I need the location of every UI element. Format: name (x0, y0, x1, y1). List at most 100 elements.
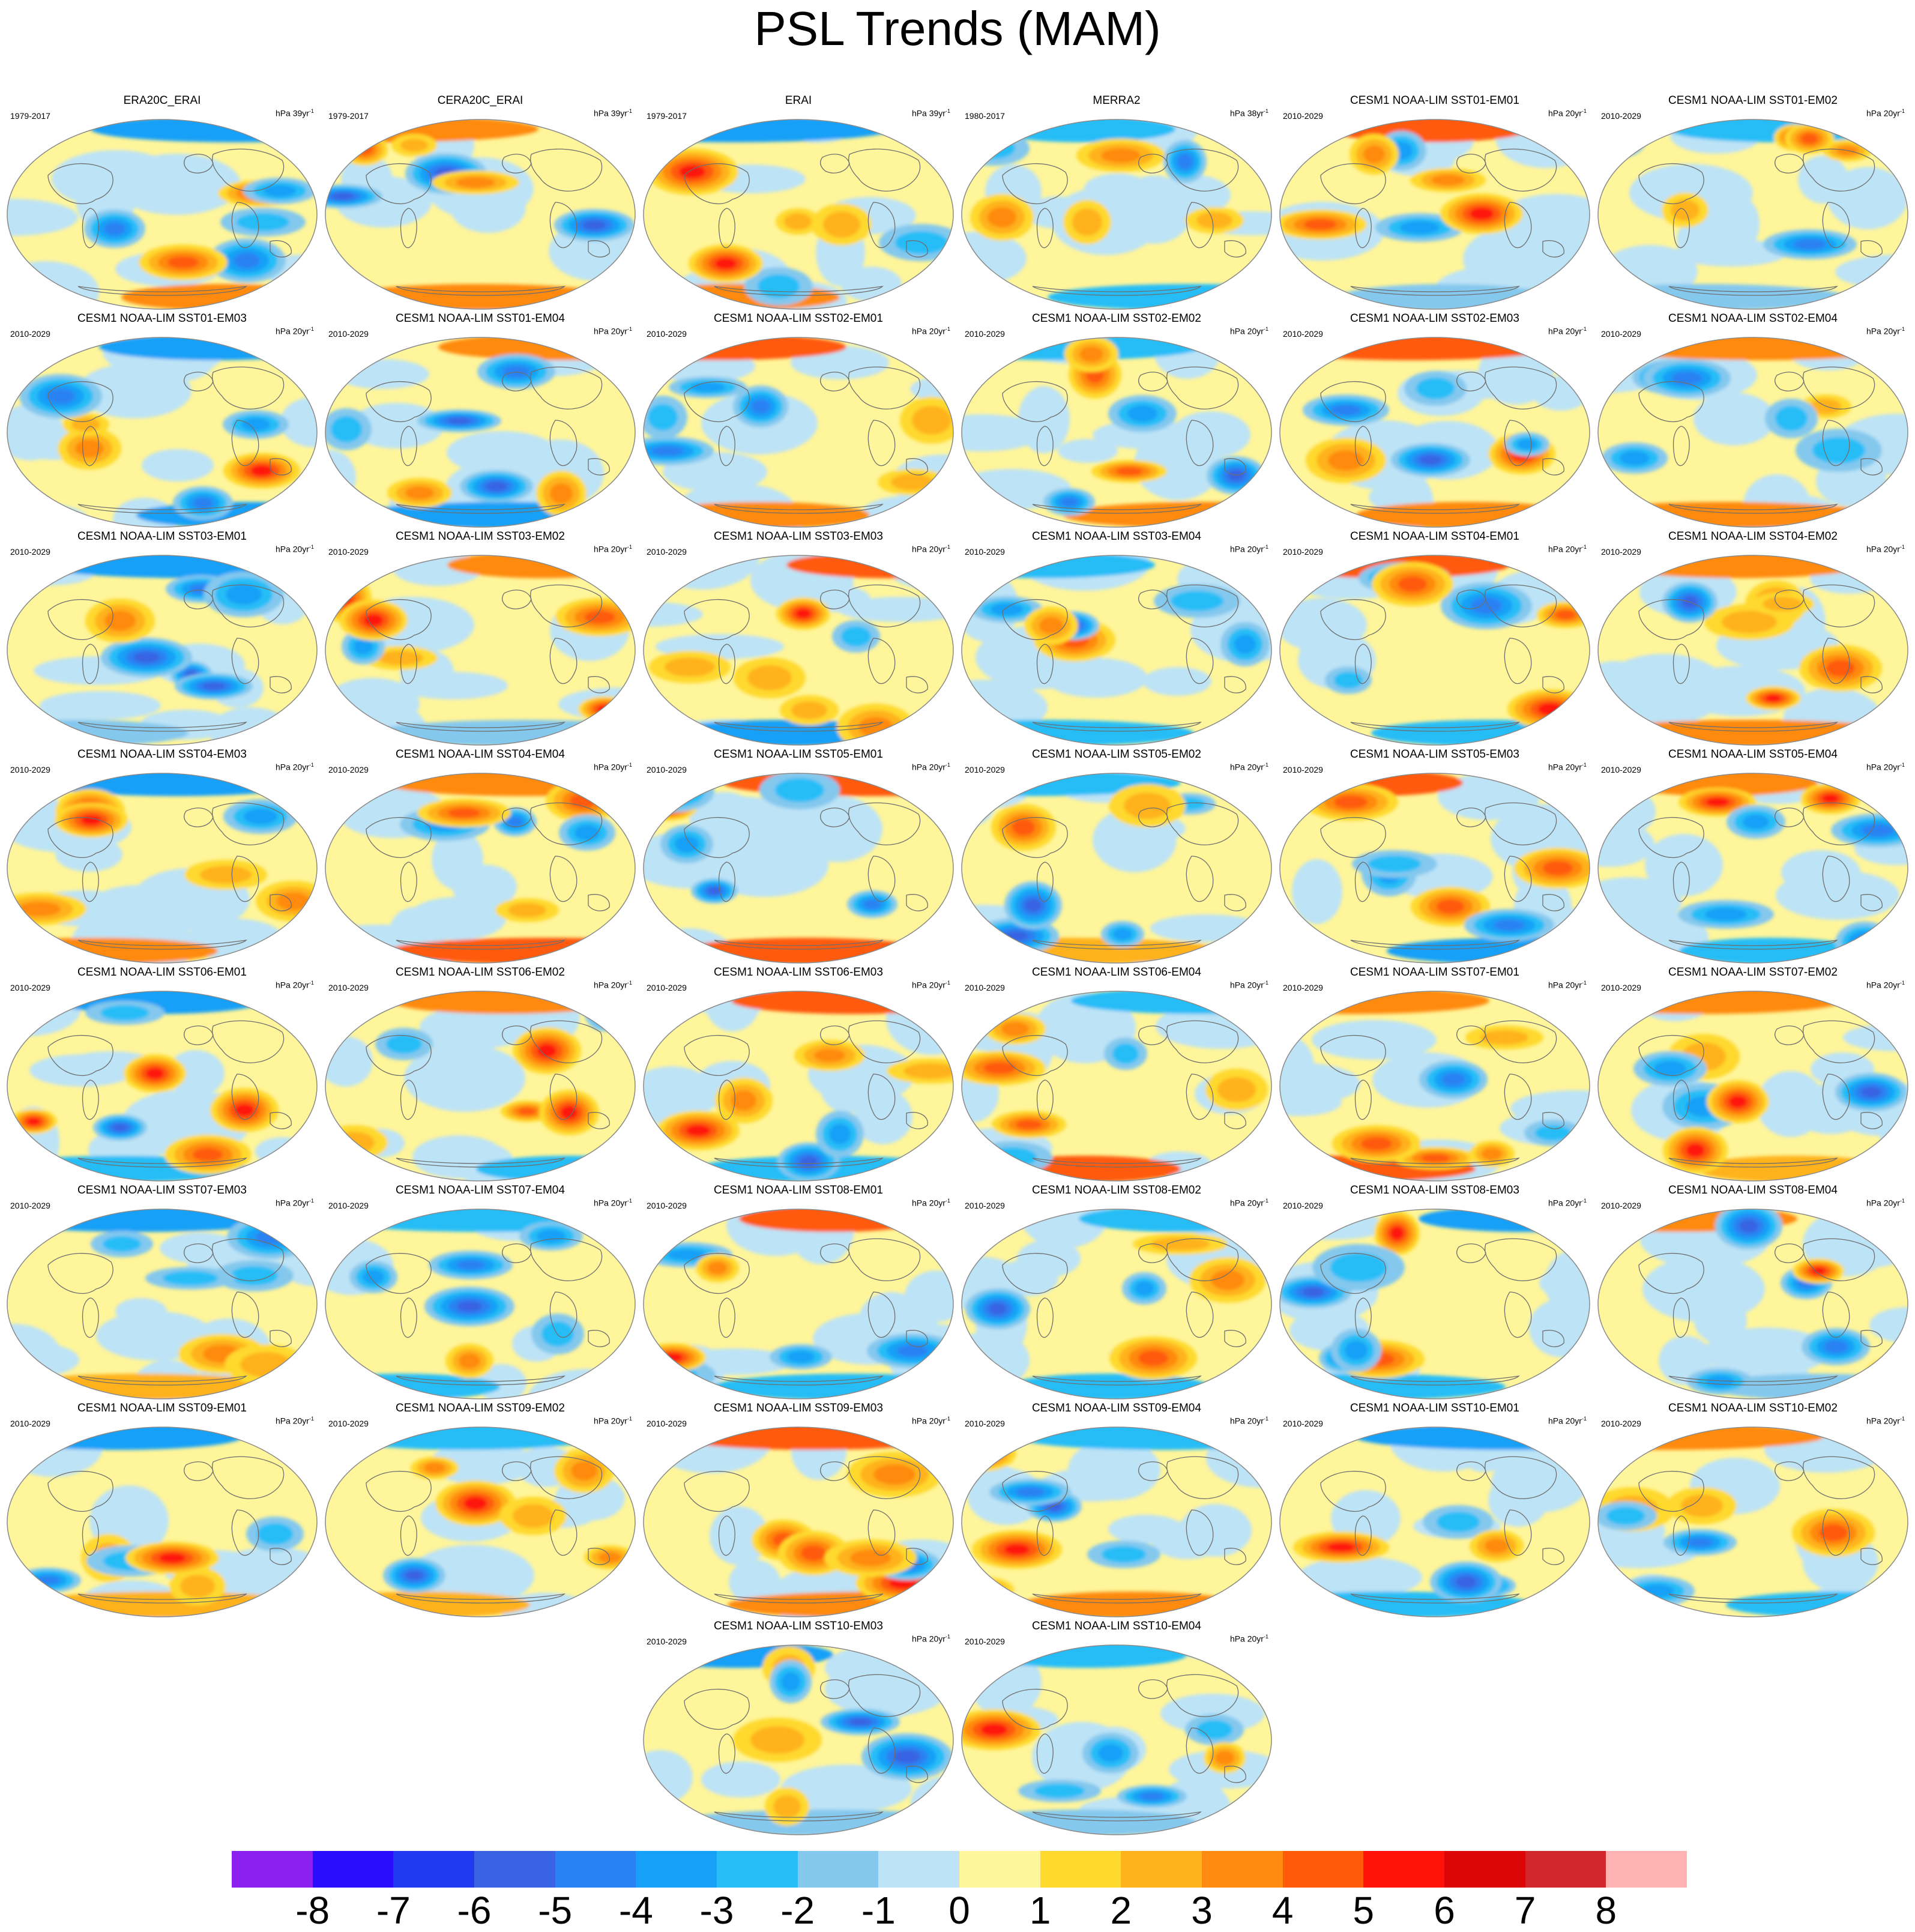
coastline (718, 1297, 735, 1338)
map-outline (643, 991, 954, 1182)
field-contour (1775, 406, 1808, 431)
coastline (77, 940, 247, 950)
coastline (714, 1158, 884, 1168)
map-outline (7, 119, 318, 310)
coastline (366, 1470, 432, 1512)
coastline (1138, 1025, 1168, 1045)
coastline (1456, 1025, 1486, 1045)
panel-units-exponent: -1 (1581, 1198, 1587, 1204)
coastline (1036, 644, 1054, 684)
panel-units-exponent: -1 (309, 544, 314, 550)
coastline (396, 1593, 565, 1604)
panel-title: CESM1 NOAA-LIM SST06-EM02 (396, 966, 565, 979)
map-panel: CESM1 NOAA-LIM SST09-EM03 2010-2029 hPa 20… (639, 1402, 958, 1618)
coastline (1224, 1548, 1246, 1565)
field-contour (1729, 1096, 1747, 1108)
coastline (549, 856, 578, 902)
panel-units-exponent: -1 (1263, 980, 1268, 986)
coastline (848, 1020, 921, 1063)
field-contour (456, 177, 495, 188)
coastline (396, 722, 565, 732)
field-contour (193, 497, 213, 509)
panel-units: hPa 20yr-1 (594, 1414, 632, 1426)
map-outline (7, 1209, 318, 1399)
field-contour (1826, 660, 1855, 677)
panel-period: 1980-2017 (965, 111, 1005, 121)
map-panel: CESM1 NOAA-LIM SST05-EM03 2010-2029 hPa 20… (1276, 748, 1594, 964)
robinson-map (325, 337, 636, 528)
field-contour (775, 778, 824, 802)
map-panel: CESM1 NOAA-LIM SST06-EM04 2010-2029 hPa 20… (958, 966, 1276, 1182)
field-contour (648, 779, 696, 803)
field-contour (823, 211, 860, 238)
field-contour (795, 609, 811, 618)
coastline (1138, 1461, 1168, 1481)
panel-units-label: hPa 20yr (1866, 1416, 1900, 1426)
colorbar-box (1202, 1851, 1283, 1888)
field-contour (1811, 1267, 1826, 1275)
panel-units: hPa 20yr-1 (594, 1196, 632, 1208)
map-panel: CESM1 NOAA-LIM SST04-EM02 2010-2029 hPa 20… (1594, 530, 1912, 746)
field-contour (230, 1266, 278, 1285)
coastline (366, 381, 432, 423)
field-contour (968, 1585, 992, 1593)
panel-units-exponent: -1 (627, 1198, 632, 1204)
panel-units: hPa 20yr-1 (1230, 1196, 1268, 1208)
field-contour (1641, 1584, 1674, 1598)
field-contour (1196, 212, 1232, 229)
map-outline (1279, 119, 1590, 310)
map-panel: CESM1 NOAA-LIM SST02-EM01 2010-2029 hPa 20… (639, 312, 958, 528)
field-contour (962, 414, 1043, 451)
panel-units: hPa 20yr-1 (1548, 978, 1587, 990)
panel-period: 2010-2029 (1283, 329, 1323, 339)
panel-units: hPa 20yr-1 (1548, 542, 1587, 554)
panel-title: CESM1 NOAA-LIM SST09-EM01 (77, 1402, 247, 1414)
field-contour (863, 899, 881, 909)
field-contour (29, 1054, 135, 1087)
panel-units-label: hPa 20yr (911, 544, 945, 554)
panel-units: hPa 20yr-1 (912, 978, 950, 990)
coastline (549, 1291, 578, 1338)
panel-period: 1979-2017 (647, 111, 687, 121)
field-contour (502, 366, 530, 378)
field-contour (1535, 1125, 1571, 1141)
colorbar-tick-label: 7 (1514, 1889, 1536, 1932)
field-contour (386, 1034, 422, 1054)
map-panel: CESM1 NOAA-LIM SST07-EM03 2010-2029 hPa 20… (3, 1184, 321, 1400)
coastline (1320, 817, 1386, 859)
map-outline (961, 337, 1272, 528)
field-contour (701, 1761, 780, 1798)
field-contour (202, 683, 225, 690)
panel-title: CESM1 NOAA-LIM SST10-EM01 (1350, 1402, 1519, 1414)
map-panel: CESM1 NOAA-LIM SST08-EM04 2010-2029 hPa 20… (1594, 1184, 1912, 1400)
panel-units-exponent: -1 (1263, 108, 1268, 114)
panel-title: CESM1 NOAA-LIM SST08-EM03 (1350, 1184, 1519, 1197)
panel-units: hPa 20yr-1 (1230, 760, 1268, 772)
coastline (1860, 1548, 1883, 1565)
panel-units: hPa 39yr-1 (594, 106, 632, 118)
coastline (684, 381, 750, 423)
field-contour (658, 784, 687, 798)
field-contour (784, 213, 812, 230)
field-contour (1398, 576, 1427, 592)
coastline (1320, 1470, 1386, 1512)
field-contour (751, 399, 770, 414)
panel-units-label: hPa 20yr (1866, 544, 1900, 554)
field-contour (1018, 386, 1070, 453)
coastline (231, 856, 259, 902)
field-contour (1102, 1546, 1146, 1563)
coastline (588, 1112, 610, 1129)
coastline (1166, 148, 1239, 192)
coastline (1672, 426, 1690, 466)
coastline (502, 372, 532, 391)
coastline (1036, 1079, 1054, 1120)
field-contour (71, 417, 100, 432)
panel-title: CESM1 NOAA-LIM SST04-EM03 (77, 748, 247, 761)
panel-units-exponent: -1 (945, 980, 950, 986)
colorbar-tick-label: 8 (1595, 1889, 1617, 1932)
map-panel: ERA20C_ERAI 1979-2017 hPa 39yr-1 (3, 94, 321, 310)
map-panel: CESM1 NOAA-LIM SST08-EM02 2010-2029 hPa 20… (958, 1184, 1276, 1400)
map-outline (1597, 337, 1908, 528)
field-contour (1671, 199, 1699, 221)
coastline (1036, 1515, 1054, 1556)
